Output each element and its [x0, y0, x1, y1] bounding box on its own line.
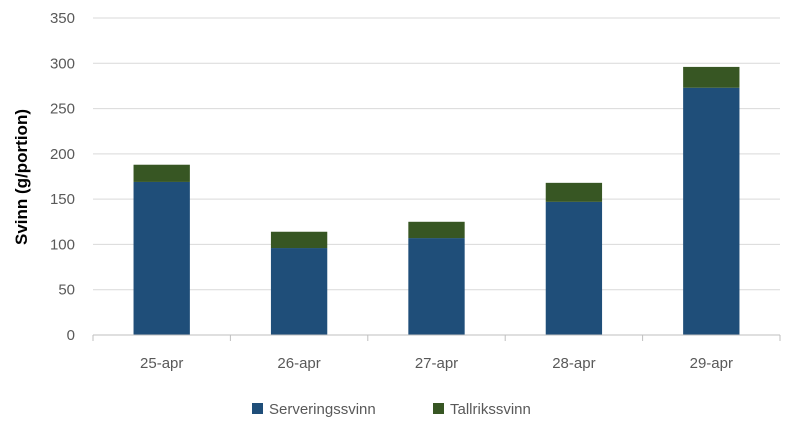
x-tick-label: 28-apr [552, 355, 595, 372]
y-tick-label: 50 [58, 282, 75, 299]
y-tick-label: 350 [50, 10, 75, 27]
bar-tallrikssvinn-28-apr [545, 182, 603, 202]
x-tick-labels: 25-apr 26-apr 27-apr 28-apr 29-apr [140, 355, 733, 372]
bar-tallrikssvinn-27-apr [408, 221, 465, 239]
x-tick-label: 29-apr [690, 355, 733, 372]
bar-tallrikssvinn-29-apr [683, 66, 740, 88]
y-tick-label: 250 [50, 101, 75, 118]
x-tick-label: 27-apr [415, 355, 458, 372]
y-tick-labels: 0 50 100 150 200 250 300 350 [50, 10, 75, 344]
gridlines [93, 17, 780, 291]
axes [92, 334, 781, 341]
bar-serveringssvinn-28-apr [545, 201, 603, 335]
legend-swatch-tallrikssvinn [433, 403, 444, 414]
legend-label-tallrikssvinn: Tallrikssvinn [450, 401, 531, 418]
x-tick-label: 25-apr [140, 355, 183, 372]
y-tick-label: 200 [50, 146, 75, 163]
bar-serveringssvinn-27-apr [408, 238, 465, 335]
bar-serveringssvinn-29-apr [683, 87, 740, 336]
legend-label-serveringssvinn: Serveringssvinn [269, 401, 376, 418]
bars [133, 66, 740, 336]
bar-tallrikssvinn-25-apr [133, 164, 190, 182]
bar-serveringssvinn-25-apr [133, 181, 190, 335]
legend-swatch-serveringssvinn [252, 403, 263, 414]
legend: Serveringssvinn Tallrikssvinn [252, 401, 531, 418]
y-tick-label: 100 [50, 236, 75, 253]
y-tick-label: 300 [50, 55, 75, 72]
bar-serveringssvinn-26-apr [270, 248, 328, 335]
y-tick-label: 0 [67, 327, 75, 344]
bar-tallrikssvinn-26-apr [270, 231, 328, 249]
y-axis-title: Svinn (g/portion) [12, 109, 31, 245]
y-tick-label: 150 [50, 191, 75, 208]
x-tick-label: 26-apr [277, 355, 320, 372]
